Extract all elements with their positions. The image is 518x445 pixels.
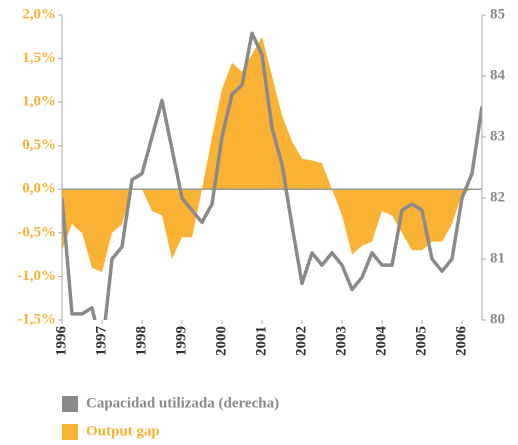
- y-tick-label: 0,0%: [22, 181, 56, 197]
- x-tick-label: 2000: [213, 326, 229, 356]
- x-tick-label: 2001: [253, 326, 269, 356]
- x-tick-label: 2005: [413, 326, 429, 356]
- x-tick-label: 1997: [93, 326, 109, 357]
- y-tick-label: 0,5%: [22, 137, 56, 153]
- y-tick-label: 2,0%: [22, 6, 56, 22]
- y-tick-label: -1,5%: [17, 311, 56, 327]
- x-tick-label: 2004: [373, 326, 389, 357]
- legend-swatch: [62, 424, 78, 440]
- y-tick-label: -0,5%: [17, 224, 56, 240]
- legend-label: Output gap: [86, 423, 160, 439]
- plot-area: [62, 31, 482, 320]
- x-tick-label: 1996: [53, 326, 69, 357]
- x-tick-label: 1999: [173, 326, 189, 356]
- output-gap-area: [62, 36, 472, 273]
- y2-tick-label: 84: [490, 67, 506, 83]
- capacity-line: [62, 31, 482, 320]
- y2-tick-label: 81: [490, 250, 505, 266]
- y2-tick-label: 80: [490, 311, 505, 327]
- x-tick-label: 1998: [133, 326, 149, 356]
- legend-swatch: [62, 396, 78, 412]
- y2-tick-label: 82: [490, 189, 505, 205]
- y2-tick-label: 85: [490, 6, 505, 22]
- y-tick-label: -1,0%: [17, 268, 56, 284]
- y-tick-label: 1,0%: [22, 94, 56, 110]
- y2-tick-label: 83: [490, 128, 505, 144]
- x-tick-label: 2003: [333, 326, 349, 356]
- x-tick-label: 2002: [293, 326, 309, 356]
- x-tick-label: 2006: [453, 326, 469, 357]
- legend-label: Capacidad utilizada (derecha): [86, 395, 279, 411]
- y-tick-label: 1,5%: [22, 50, 56, 66]
